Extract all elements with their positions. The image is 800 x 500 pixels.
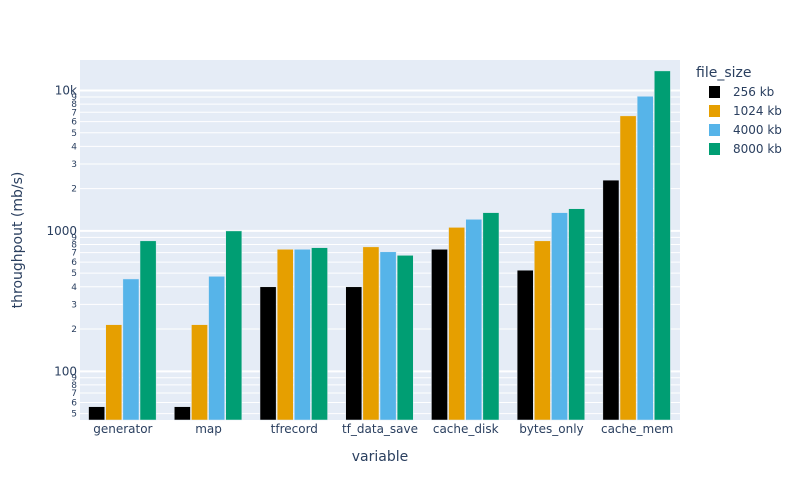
bar[interactable] (482, 212, 500, 421)
y-minor-tick-label: 6 (71, 258, 77, 268)
bar[interactable] (311, 247, 328, 421)
bar[interactable] (654, 70, 671, 421)
bar[interactable] (568, 208, 585, 421)
y-minor-tick-label: 2 (71, 185, 77, 195)
bar[interactable] (259, 286, 277, 421)
y-minor-tick-label: 6 (71, 118, 77, 128)
y-minor-tick-label: 7 (71, 249, 77, 259)
y-minor-tick-label: 5 (71, 410, 77, 420)
y-minor-tick-label: 4 (71, 142, 77, 152)
y-minor-tick-label: 7 (71, 108, 77, 118)
y-minor-tick-label: 9 (71, 374, 77, 384)
x-tick-label: generator (93, 422, 152, 436)
y-major-tick-label: 10k (55, 84, 77, 98)
x-tick-label: tf_data_save (342, 422, 418, 436)
bar[interactable] (122, 278, 140, 421)
bar[interactable] (88, 406, 105, 421)
bar[interactable] (174, 406, 191, 421)
bar[interactable] (345, 286, 363, 421)
bar[interactable] (516, 269, 534, 421)
y-minor-tick-label: 9 (71, 233, 77, 243)
y-minor-tick-label: 8 (71, 241, 77, 251)
bar[interactable] (551, 212, 568, 421)
y-minor-tick-label: 9 (71, 93, 77, 103)
bar[interactable] (276, 249, 294, 421)
bar[interactable] (602, 179, 620, 421)
y-major-tick-label: 100 (54, 364, 77, 378)
x-tick-label: bytes_only (519, 422, 583, 436)
y-minor-tick-label: 3 (71, 160, 77, 170)
bar[interactable] (294, 249, 311, 421)
x-tick-label: map (195, 422, 222, 436)
legend-title: file_size (696, 65, 751, 81)
legend-swatch[interactable] (709, 105, 720, 117)
x-tick-label: tfrecord (271, 422, 318, 436)
x-tick-label: cache_mem (601, 422, 673, 436)
bar[interactable] (465, 219, 483, 421)
bar[interactable] (139, 240, 157, 421)
bar[interactable] (191, 324, 208, 421)
legend-swatch[interactable] (709, 143, 720, 155)
legend-swatch[interactable] (709, 86, 720, 98)
bar[interactable] (208, 276, 225, 421)
y-minor-tick-label: 2 (71, 325, 77, 335)
bar[interactable] (619, 115, 637, 421)
y-minor-tick-label: 4 (71, 283, 77, 293)
legend-label[interactable]: 1024 kb (733, 104, 782, 118)
bar[interactable] (362, 246, 380, 421)
legend-swatch[interactable] (709, 124, 720, 136)
y-minor-tick-label: 8 (71, 381, 77, 391)
bar[interactable] (431, 249, 448, 421)
x-axis-ticks: generator map tfrecord tf_data_save cache_di… (93, 422, 673, 436)
bar[interactable] (448, 227, 465, 421)
legend-label[interactable]: 4000 kb (733, 123, 782, 137)
y-minor-tick-label: 6 (71, 398, 77, 408)
y-axis-title: throughpout (mb/s) (10, 172, 26, 309)
y-minor-tick-label: 3 (71, 300, 77, 310)
bar[interactable] (396, 255, 414, 421)
legend-label[interactable]: 256 kb (733, 85, 774, 99)
y-minor-tick-label: 8 (71, 100, 77, 110)
bar[interactable] (379, 251, 397, 421)
legend-label[interactable]: 8000 kb (733, 142, 782, 156)
x-axis-title: variable (352, 449, 408, 465)
x-tick-label: cache_disk (433, 422, 499, 436)
y-minor-tick-label: 5 (71, 269, 77, 279)
bars (88, 70, 671, 421)
y-major-tick-label: 1000 (46, 224, 77, 238)
bar[interactable] (105, 324, 123, 421)
y-minor-tick-label: 5 (71, 129, 77, 139)
y-minor-tick-label: 7 (71, 389, 77, 399)
bar[interactable] (636, 96, 654, 421)
bar[interactable] (225, 230, 243, 421)
bar[interactable] (534, 240, 551, 421)
legend: file_size 256 kb 1024 kb 4000 kb 8000 kb (696, 65, 782, 156)
